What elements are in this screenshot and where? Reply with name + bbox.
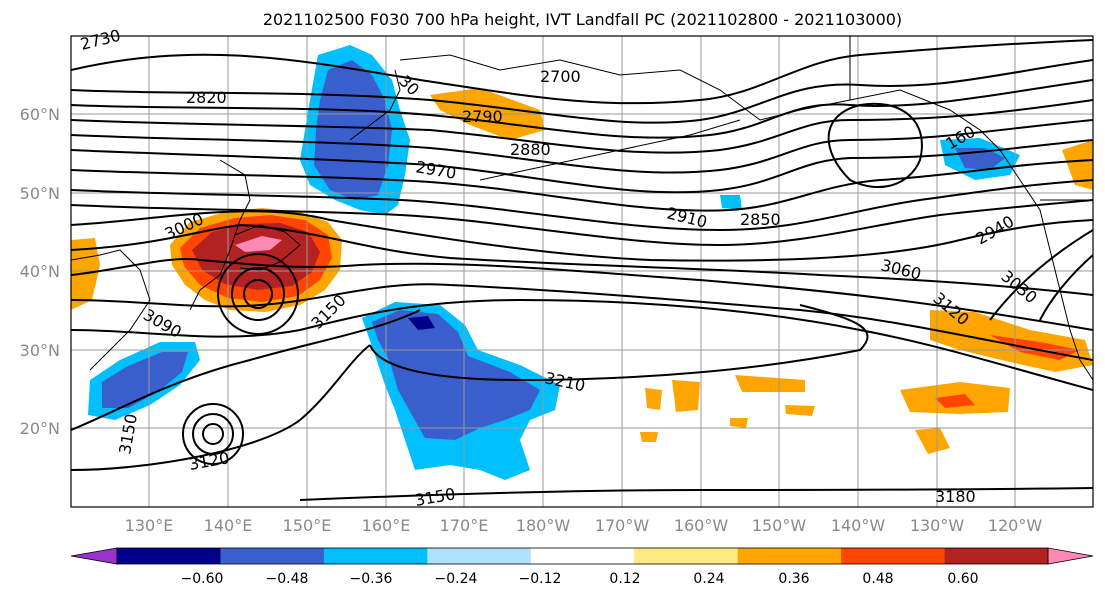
colorbar: −0.60 −0.48 −0.36 −0.24 −0.12 0.12 0.24 … bbox=[70, 547, 1094, 587]
lon-label: 130°E bbox=[125, 516, 174, 535]
colorbar-tick: 0.60 bbox=[947, 571, 978, 587]
colorbar-frame bbox=[116, 547, 1049, 565]
colorbar-cell bbox=[634, 548, 739, 564]
lat-label: 20°N bbox=[20, 419, 60, 438]
map-panel bbox=[71, 36, 1093, 507]
colorbar-tick: −0.24 bbox=[435, 571, 478, 587]
colorbar-tick: −0.60 bbox=[181, 571, 224, 587]
contour-label: 2850 bbox=[740, 210, 781, 229]
coastlines bbox=[71, 36, 1093, 381]
lon-label: 130°W bbox=[910, 516, 965, 535]
lat-label: 30°N bbox=[20, 341, 60, 360]
lon-label: 160°E bbox=[362, 516, 411, 535]
colorbar-ticks: −0.60 −0.48 −0.36 −0.24 −0.12 0.12 0.24 … bbox=[181, 571, 979, 587]
colorbar-tick: −0.12 bbox=[519, 571, 562, 587]
map-frame bbox=[70, 35, 1094, 508]
lon-label: 140°E bbox=[204, 516, 253, 535]
colorbar-extend-min bbox=[70, 547, 118, 565]
colorbar-cell bbox=[737, 548, 842, 564]
map-title: 2021102500 F030 700 hPa height, IVT Land… bbox=[262, 10, 903, 29]
colorbar-cell bbox=[323, 548, 428, 564]
contour-label: 2700 bbox=[540, 67, 581, 86]
height-contours bbox=[71, 39, 1093, 501]
colorbar-tick: 0.24 bbox=[693, 571, 724, 587]
lat-label: 50°N bbox=[20, 184, 60, 203]
colorbar-cell bbox=[841, 548, 945, 564]
colorbar-cell bbox=[944, 548, 1049, 564]
latitude-labels: 60°N 50°N 40°N 30°N 20°N bbox=[20, 105, 60, 438]
colorbar-tick: −0.36 bbox=[350, 571, 393, 587]
colorbar-cells bbox=[117, 548, 1049, 564]
contour-label: 2880 bbox=[510, 140, 551, 159]
lon-label: 170°E bbox=[440, 516, 489, 535]
contour-label: 2790 bbox=[462, 107, 503, 126]
lon-label: 170°W bbox=[595, 516, 650, 535]
colorbar-cell bbox=[530, 548, 635, 564]
lon-label: 120°W bbox=[988, 516, 1043, 535]
colorbar-cell bbox=[427, 548, 532, 564]
lon-label: 140°W bbox=[831, 516, 886, 535]
colorbar-tick: 0.48 bbox=[862, 571, 893, 587]
colorbar-cell bbox=[117, 548, 221, 564]
colorbar-tick: 0.12 bbox=[609, 571, 640, 587]
colorbar-tick: −0.48 bbox=[266, 571, 309, 587]
colorbar-tick: 0.36 bbox=[778, 571, 809, 587]
colorbar-extend-max bbox=[1047, 547, 1094, 565]
lat-label: 40°N bbox=[20, 262, 60, 281]
lat-label: 60°N bbox=[20, 105, 60, 124]
lon-label: 180°W bbox=[516, 516, 571, 535]
lon-label: 160°W bbox=[674, 516, 729, 535]
contour-label: 3180 bbox=[935, 487, 976, 506]
longitude-labels: 130°E 140°E 150°E 160°E 170°E 180°W 170°… bbox=[125, 516, 1043, 535]
lon-label: 150°E bbox=[283, 516, 332, 535]
lon-label: 150°W bbox=[752, 516, 807, 535]
colorbar-cell bbox=[220, 548, 325, 564]
graticule bbox=[71, 36, 1093, 507]
contour-label: 2820 bbox=[186, 88, 227, 107]
